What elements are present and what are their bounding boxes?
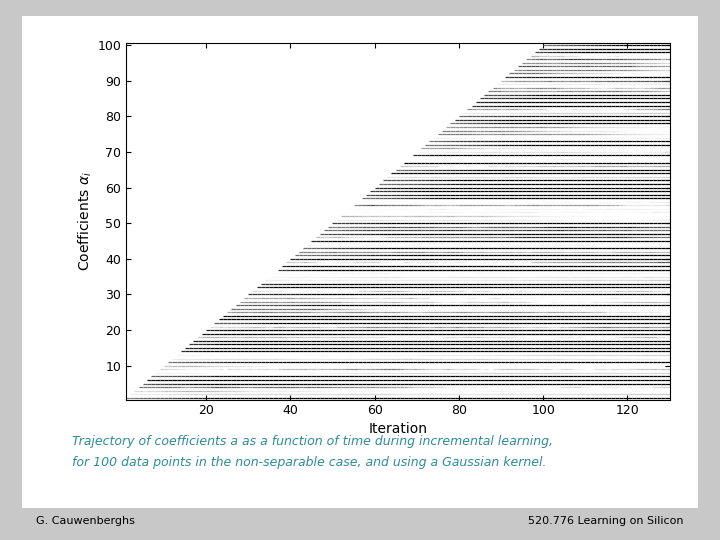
Text: G. Cauwenberghs: G. Cauwenberghs [36, 516, 135, 526]
Text: for 100 data points in the non-separable case, and using a Gaussian kernel.: for 100 data points in the non-separable… [72, 456, 546, 469]
X-axis label: Iteration: Iteration [369, 422, 427, 436]
Text: 520.776 Learning on Silicon: 520.776 Learning on Silicon [528, 516, 684, 526]
Text: Trajectory of coefficients a as a function of time during incremental learning,: Trajectory of coefficients a as a functi… [72, 435, 553, 448]
Y-axis label: Coefficients $\alpha_i$: Coefficients $\alpha_i$ [77, 171, 94, 272]
